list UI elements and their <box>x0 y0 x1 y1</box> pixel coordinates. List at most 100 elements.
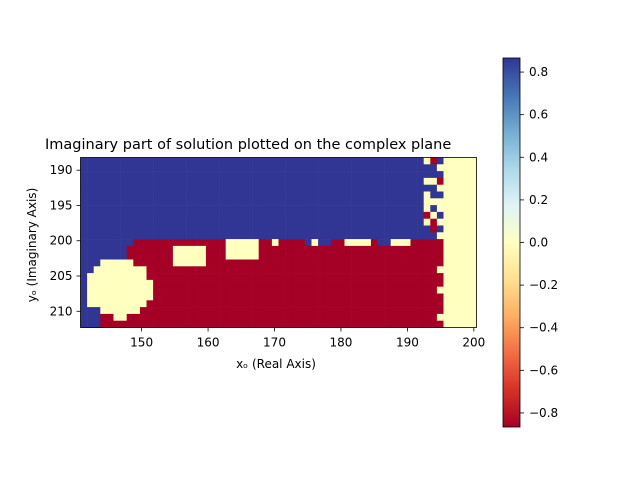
heatmap-cell <box>436 266 444 274</box>
heatmap-cell <box>291 198 299 206</box>
heatmap-cell <box>245 157 253 165</box>
heatmap-cell <box>403 313 411 321</box>
heatmap-cell <box>113 211 121 219</box>
heatmap-cell <box>126 211 134 219</box>
heatmap-cell <box>100 198 108 206</box>
heatmap-cell <box>377 198 385 206</box>
heatmap-cell <box>443 266 451 274</box>
heatmap-cell <box>146 307 154 315</box>
heatmap-cell <box>318 232 325 240</box>
heatmap-cell <box>430 273 438 281</box>
heatmap-cell <box>146 177 154 185</box>
heatmap-cell <box>219 266 226 274</box>
heatmap-cell <box>232 205 240 213</box>
heatmap-cell <box>443 307 451 315</box>
heatmap-cell <box>212 225 220 233</box>
heatmap-cell <box>298 211 306 219</box>
heatmap-cell <box>417 300 424 308</box>
heatmap-cell <box>212 307 220 315</box>
heatmap-cell <box>469 205 477 213</box>
heatmap-cell <box>93 205 101 213</box>
heatmap-cell <box>278 157 286 165</box>
heatmap-cell <box>219 273 226 281</box>
heatmap-cell <box>265 184 273 192</box>
heatmap-cell <box>463 286 471 294</box>
heatmap-cell <box>370 286 378 294</box>
heatmap-cell <box>397 259 405 267</box>
heatmap-cell <box>384 211 391 219</box>
heatmap-cell <box>377 164 385 172</box>
heatmap-cell <box>80 198 88 206</box>
heatmap-cell <box>357 191 365 199</box>
heatmap-cell <box>146 286 154 294</box>
heatmap-cell <box>166 177 174 185</box>
heatmap-cell <box>364 300 372 308</box>
heatmap-cell <box>443 293 451 301</box>
heatmap-cell <box>93 266 101 274</box>
heatmap-cell <box>245 177 253 185</box>
heatmap-cell <box>139 191 147 199</box>
heatmap-cell <box>304 273 312 281</box>
heatmap-cell <box>344 259 352 267</box>
heatmap-cell <box>225 177 233 185</box>
heatmap-cell <box>179 171 187 179</box>
heatmap-cell <box>436 177 444 185</box>
heatmap-cell <box>192 245 200 253</box>
heatmap-cell <box>186 293 193 301</box>
heatmap-cell <box>133 157 141 165</box>
heatmap-cell <box>351 252 358 260</box>
heatmap-cell <box>324 307 332 315</box>
heatmap-cell <box>318 286 325 294</box>
heatmap-cell <box>212 171 220 179</box>
heatmap-cell <box>166 211 174 219</box>
heatmap-cell <box>205 211 213 219</box>
heatmap-cell <box>120 232 127 240</box>
heatmap-cell <box>159 171 167 179</box>
heatmap-cell <box>318 164 325 172</box>
heatmap-cell <box>93 313 101 321</box>
heatmap-cell <box>186 225 193 233</box>
heatmap-cell <box>245 191 253 199</box>
heatmap-cell <box>153 184 160 192</box>
heatmap-cell <box>212 232 220 240</box>
heatmap-cell <box>337 171 345 179</box>
heatmap-cell <box>450 307 457 315</box>
heatmap-cell <box>245 225 253 233</box>
heatmap-cell <box>311 198 319 206</box>
heatmap-cell <box>106 205 114 213</box>
heatmap-cell <box>219 286 226 294</box>
heatmap-cell <box>436 171 444 179</box>
colorbar-tick-label: 0.6 <box>529 108 548 122</box>
heatmap-cell <box>93 164 101 172</box>
heatmap-cell <box>172 266 180 274</box>
heatmap-cell <box>205 273 213 281</box>
heatmap-cell <box>245 273 253 281</box>
heatmap-cell <box>192 252 200 260</box>
heatmap-cell <box>377 218 385 226</box>
heatmap-cell <box>205 157 213 165</box>
heatmap-cell <box>357 232 365 240</box>
heatmap-cell <box>146 218 154 226</box>
heatmap-cell <box>225 198 233 206</box>
heatmap-cell <box>192 218 200 226</box>
heatmap-cell <box>205 177 213 185</box>
heatmap-cell <box>318 320 325 328</box>
heatmap-cell <box>377 320 385 328</box>
heatmap-cell <box>139 252 147 260</box>
heatmap-cell <box>93 218 101 226</box>
heatmap-cell <box>291 211 299 219</box>
heatmap-cell <box>450 239 457 247</box>
heatmap-cell <box>397 184 405 192</box>
heatmap-cell <box>456 177 464 185</box>
heatmap-cell <box>205 225 213 233</box>
heatmap-cell <box>87 218 94 226</box>
heatmap-cell <box>410 266 418 274</box>
heatmap-cell <box>311 286 319 294</box>
heatmap-cell <box>205 184 213 192</box>
heatmap-cell <box>159 225 167 233</box>
heatmap-cell <box>258 279 266 287</box>
heatmap-cell <box>133 293 141 301</box>
heatmap-cell <box>106 286 114 294</box>
heatmap-cell <box>318 225 325 233</box>
heatmap-cell <box>80 320 88 328</box>
